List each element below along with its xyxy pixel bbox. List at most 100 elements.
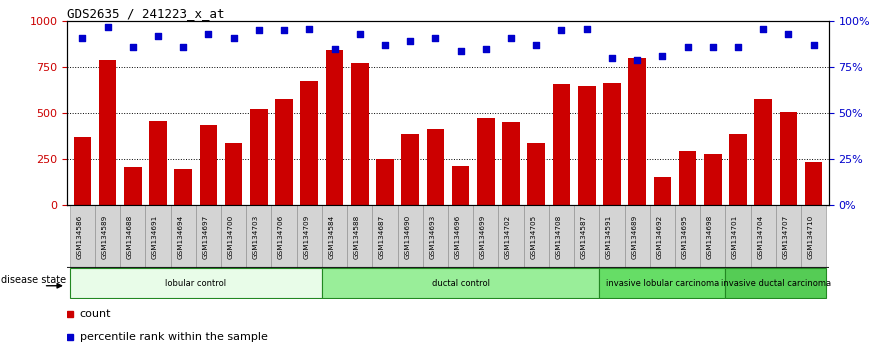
- Bar: [246, 205, 271, 267]
- Text: GSM134696: GSM134696: [454, 215, 461, 259]
- Text: GSM134705: GSM134705: [530, 215, 537, 259]
- Point: [176, 44, 190, 50]
- Text: GSM134706: GSM134706: [278, 215, 284, 259]
- Text: GSM134691: GSM134691: [152, 215, 158, 259]
- Bar: [322, 268, 599, 298]
- Point: [151, 33, 165, 39]
- Point: [403, 39, 418, 44]
- Bar: [70, 268, 322, 298]
- Bar: [325, 50, 343, 205]
- Bar: [275, 99, 293, 205]
- Point: [100, 24, 115, 30]
- Point: [630, 57, 644, 63]
- Bar: [149, 121, 167, 205]
- Text: GSM134710: GSM134710: [807, 215, 814, 259]
- Text: GSM134591: GSM134591: [606, 215, 612, 259]
- Text: GSM134588: GSM134588: [354, 215, 359, 259]
- Bar: [401, 133, 419, 205]
- Text: GSM134709: GSM134709: [304, 215, 309, 259]
- Bar: [523, 205, 549, 267]
- Bar: [503, 122, 520, 205]
- Point: [302, 26, 316, 32]
- Point: [478, 46, 493, 52]
- Text: GSM134688: GSM134688: [126, 215, 133, 259]
- Point: [327, 46, 341, 52]
- Bar: [603, 83, 621, 205]
- Bar: [801, 205, 826, 267]
- Text: GSM134687: GSM134687: [379, 215, 385, 259]
- Bar: [477, 118, 495, 205]
- Bar: [221, 205, 246, 267]
- Point: [706, 44, 720, 50]
- Point: [731, 44, 745, 50]
- Bar: [120, 205, 145, 267]
- Bar: [322, 205, 347, 267]
- Point: [504, 35, 518, 41]
- Bar: [751, 205, 776, 267]
- Text: GSM134690: GSM134690: [404, 215, 410, 259]
- Bar: [726, 268, 826, 298]
- Text: GSM134587: GSM134587: [581, 215, 587, 259]
- Bar: [347, 205, 373, 267]
- Point: [202, 31, 216, 37]
- Text: GSM134698: GSM134698: [707, 215, 713, 259]
- Bar: [99, 60, 116, 205]
- Bar: [473, 205, 498, 267]
- Bar: [578, 86, 596, 205]
- Bar: [574, 205, 599, 267]
- Point: [252, 28, 266, 33]
- Bar: [780, 112, 797, 205]
- Text: ductal control: ductal control: [432, 279, 489, 288]
- Text: GSM134699: GSM134699: [480, 215, 486, 259]
- Bar: [700, 205, 726, 267]
- Bar: [376, 159, 393, 205]
- Text: percentile rank within the sample: percentile rank within the sample: [80, 332, 268, 342]
- Text: GSM134697: GSM134697: [202, 215, 209, 259]
- Bar: [271, 205, 297, 267]
- Bar: [398, 205, 423, 267]
- Point: [555, 28, 569, 33]
- Bar: [599, 268, 726, 298]
- Bar: [175, 169, 192, 205]
- Text: GSM134694: GSM134694: [177, 215, 183, 259]
- Bar: [124, 167, 142, 205]
- Point: [580, 26, 594, 32]
- Bar: [70, 205, 95, 267]
- Bar: [679, 151, 696, 205]
- Bar: [528, 143, 545, 205]
- Point: [530, 42, 544, 48]
- Text: GSM134702: GSM134702: [505, 215, 511, 259]
- Text: disease state: disease state: [1, 275, 66, 285]
- Bar: [373, 205, 398, 267]
- Text: GSM134589: GSM134589: [101, 215, 108, 259]
- Text: GSM134708: GSM134708: [556, 215, 562, 259]
- Text: GSM134704: GSM134704: [757, 215, 763, 259]
- Bar: [452, 166, 470, 205]
- Bar: [196, 205, 221, 267]
- Bar: [754, 99, 772, 205]
- Bar: [300, 81, 318, 205]
- Text: GSM134584: GSM134584: [329, 215, 334, 259]
- Bar: [423, 205, 448, 267]
- Bar: [776, 205, 801, 267]
- Bar: [726, 205, 751, 267]
- Bar: [628, 58, 646, 205]
- Text: GSM134695: GSM134695: [682, 215, 687, 259]
- Bar: [448, 205, 473, 267]
- Bar: [297, 205, 322, 267]
- Bar: [250, 109, 268, 205]
- Bar: [225, 143, 243, 205]
- Point: [781, 31, 796, 37]
- Point: [428, 35, 443, 41]
- Point: [806, 42, 821, 48]
- Bar: [426, 129, 444, 205]
- Text: GSM134703: GSM134703: [253, 215, 259, 259]
- Text: lobular control: lobular control: [165, 279, 227, 288]
- Bar: [95, 205, 120, 267]
- Bar: [351, 63, 368, 205]
- Text: GSM134692: GSM134692: [657, 215, 662, 259]
- Bar: [599, 205, 625, 267]
- Point: [680, 44, 694, 50]
- Bar: [170, 205, 196, 267]
- Bar: [625, 205, 650, 267]
